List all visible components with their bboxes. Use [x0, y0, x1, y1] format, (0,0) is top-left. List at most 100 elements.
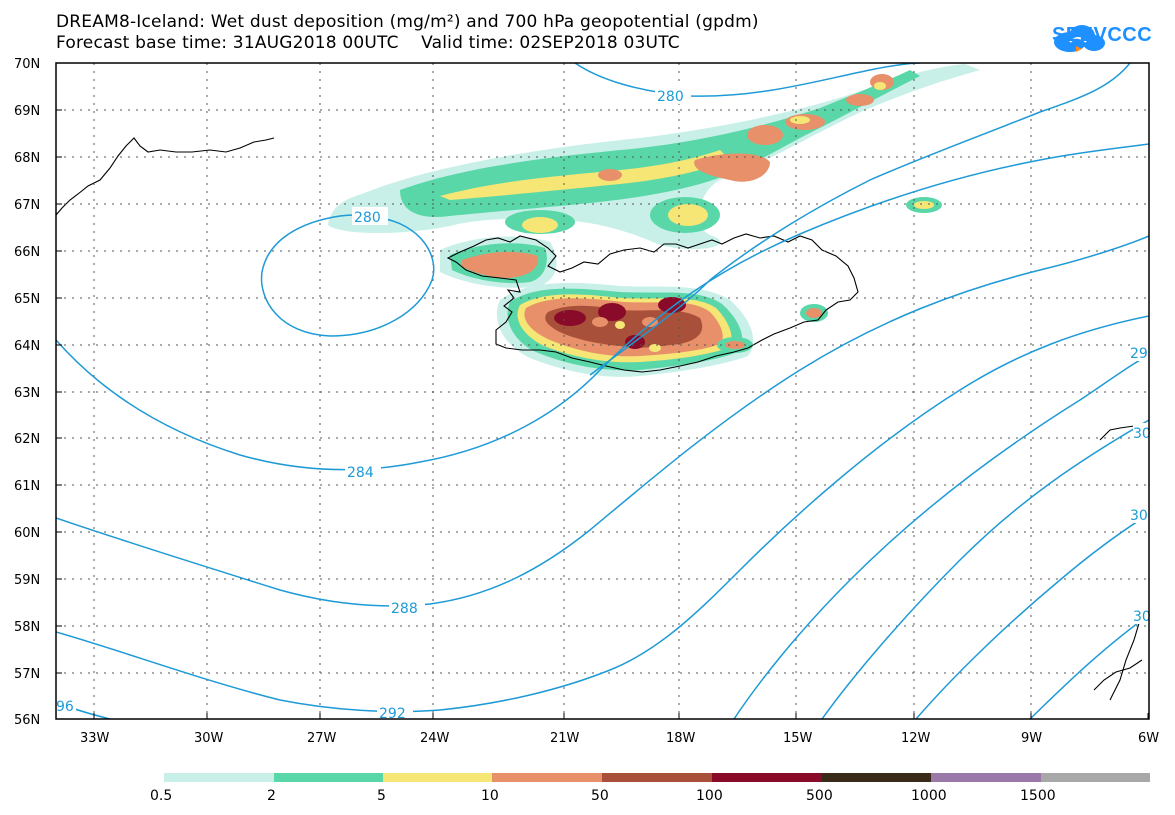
lon-label: 21W: [550, 731, 580, 746]
contour-d: [1029, 614, 1149, 719]
lat-label: 64N: [14, 339, 40, 354]
lat-label: 68N: [14, 151, 40, 166]
colorbar-segment: [164, 773, 274, 782]
lon-label: 12W: [901, 731, 931, 746]
contour-label: 96: [56, 699, 74, 715]
contour-292: [56, 315, 1149, 713]
axis-ticks: [56, 62, 1149, 720]
lon-label: 33W: [80, 731, 110, 746]
contour-label: 280: [354, 210, 381, 226]
contour-label: 30: [1130, 508, 1148, 524]
colorbar-segment: [712, 773, 822, 782]
contour-labels: 280 280 284 288 292 96 29 30 30 30: [56, 86, 1151, 722]
lat-label: 67N: [14, 198, 40, 213]
contour-label: 288: [391, 601, 418, 617]
lon-label: 24W: [420, 731, 450, 746]
dust-area-10: [846, 94, 874, 106]
colorbar-label: 0.5: [150, 788, 172, 804]
colorbar-segment: [1041, 773, 1150, 782]
colorbar-label: 10: [481, 788, 499, 804]
dust-area-10: [694, 153, 770, 182]
colorbar-segment: [383, 773, 492, 782]
dust-area-5: [615, 321, 625, 329]
lat-label: 66N: [14, 245, 40, 260]
contour-a: [733, 354, 1149, 719]
lon-label: 30W: [194, 731, 224, 746]
lat-label: 59N: [14, 573, 40, 588]
lat-label: 58N: [14, 620, 40, 635]
contour-c: [915, 513, 1149, 719]
colorbar-label: 2: [267, 788, 276, 804]
contour-label: 30: [1133, 426, 1151, 442]
dust-area-100: [598, 303, 626, 321]
dust-area-10: [806, 308, 822, 318]
colorbar-label: 100: [696, 788, 723, 804]
map-subtitle-times: Forecast base time: 31AUG2018 00UTC Vali…: [56, 33, 680, 53]
contour-label: 284: [347, 465, 374, 481]
colorbar-label: 1500: [1020, 788, 1056, 804]
colorbar-segment: [274, 773, 383, 782]
dust-area-5: [790, 116, 810, 124]
lon-label: 15W: [783, 731, 813, 746]
dust-area-100: [554, 310, 586, 326]
longitude-labels: 33W 30W 27W 24W 21W 18W 15W 12W 9W 6W: [80, 731, 1159, 746]
lon-label: 9W: [1021, 731, 1042, 746]
dust-deposition-field: [328, 64, 980, 377]
dust-area-5: [440, 150, 730, 200]
dust-area-10: [642, 317, 658, 327]
contour-280-band: [589, 63, 1131, 376]
lat-label: 62N: [14, 432, 40, 447]
lon-label: 18W: [666, 731, 696, 746]
contour-label: 29: [1130, 346, 1148, 362]
lat-label: 69N: [14, 104, 40, 119]
geopotential-contours: [56, 63, 1149, 719]
colorbar-segment: [931, 773, 1041, 782]
contour-label: 280: [657, 89, 684, 105]
contour-280-closed: [260, 214, 435, 337]
cloud-icon: [1054, 25, 1105, 52]
dust-area-10: [462, 251, 539, 278]
lat-label: 65N: [14, 292, 40, 307]
contour-b: [821, 419, 1149, 719]
lat-label: 61N: [14, 479, 40, 494]
lat-label: 70N: [14, 57, 40, 72]
lon-label: 27W: [307, 731, 337, 746]
norway-coastline: [1093, 425, 1147, 701]
colorbar: 0.5 2 5 10 50 100 500 1000 1500: [150, 773, 1150, 804]
iceland-coastline: [446, 233, 859, 373]
contour-280-north: [574, 63, 921, 97]
dust-area-10: [598, 169, 622, 181]
dust-area-5: [522, 217, 558, 233]
graticule: [56, 63, 1149, 719]
colorbar-label: 50: [591, 788, 609, 804]
dust-area-10: [592, 317, 608, 327]
contour-284: [56, 143, 1149, 471]
contour-label: 30: [1133, 609, 1151, 625]
dust-area-5: [914, 201, 934, 209]
lat-label: 56N: [14, 713, 40, 728]
colorbar-label: 5: [377, 788, 386, 804]
greenland-coastline: [56, 137, 275, 216]
colorbar-segment: [602, 773, 712, 782]
contour-label: 292: [379, 706, 406, 722]
logo-text: SEEVCCC: [1052, 24, 1153, 46]
colorbar-label: 1000: [911, 788, 947, 804]
latitude-labels: 70N 69N 68N 67N 66N 65N 64N 63N 62N 61N …: [14, 57, 40, 728]
dust-area-5: [649, 344, 661, 352]
map-frame: [55, 62, 1150, 720]
colorbar-segment: [492, 773, 602, 782]
dust-area-5: [668, 204, 708, 226]
lat-label: 60N: [14, 526, 40, 541]
lat-label: 63N: [14, 386, 40, 401]
colorbar-segment: [822, 773, 931, 782]
dust-area-10: [747, 125, 783, 145]
map-title: DREAM8-Iceland: Wet dust deposition (mg/…: [56, 12, 759, 32]
dust-area-5: [874, 82, 886, 90]
lon-label: 6W: [1138, 731, 1159, 746]
lat-label: 57N: [14, 667, 40, 682]
dust-area-10: [725, 341, 745, 349]
colorbar-label: 500: [806, 788, 833, 804]
contour-288: [56, 235, 1149, 607]
seevccc-logo: [1054, 25, 1105, 52]
